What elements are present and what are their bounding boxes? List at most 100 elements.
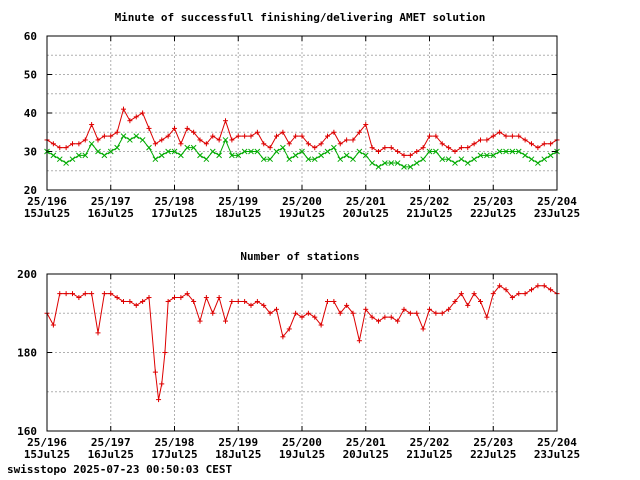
marker-d2: [133, 133, 140, 139]
data-point: [503, 148, 509, 155]
data-point: [395, 149, 401, 154]
data-point: [471, 291, 477, 297]
data-point: [107, 148, 114, 155]
data-point: [235, 152, 242, 159]
data-point: [535, 160, 541, 166]
marker-d2: [362, 152, 369, 159]
data-point: [478, 298, 483, 304]
chart-1-grid: [47, 36, 557, 190]
x-tick-label-date: 16Jul25: [88, 207, 134, 220]
marker-d2: [394, 160, 401, 166]
chart-minute-finishing: Minute of successfull finishing/deliveri…: [24, 11, 580, 220]
data-point: [241, 148, 248, 155]
marker-d2: [490, 152, 497, 159]
data-point: [331, 144, 337, 151]
data-point: [369, 314, 375, 320]
data-point: [156, 397, 162, 403]
data-point: [127, 298, 133, 304]
data-point: [522, 137, 528, 143]
data-point: [458, 156, 465, 163]
marker-d2: [413, 160, 420, 166]
chart-number-of-stations: Number of stations 160 180 200 25/19615Jul…: [17, 250, 580, 461]
data-point: [235, 133, 241, 139]
marker-d2: [522, 152, 528, 159]
data-point: [528, 156, 535, 163]
marker-d2: [299, 148, 305, 155]
chart-2-title: Number of stations: [240, 250, 359, 263]
data-point: [114, 295, 120, 301]
data-point: [344, 302, 350, 308]
data-point: [267, 145, 273, 151]
data-point: [89, 122, 95, 128]
data-point: [191, 129, 197, 135]
marker-d2: [184, 144, 191, 151]
marker-d2: [216, 152, 222, 159]
marker-d2: [420, 156, 426, 163]
data-point: [139, 137, 146, 143]
data-point: [401, 152, 407, 158]
data-point: [458, 291, 464, 297]
marker-d2: [318, 152, 324, 159]
x-tick-label-day: 25/196: [27, 436, 67, 449]
data-point: [146, 295, 152, 301]
data-point: [76, 152, 82, 159]
data-point: [254, 129, 260, 135]
data-point: [477, 152, 484, 159]
data-point: [280, 144, 286, 151]
marker-d2: [471, 156, 477, 163]
data-point: [254, 298, 260, 304]
x-tick-label-day: 25/202: [410, 195, 450, 208]
marker-d2: [337, 156, 344, 163]
chart-1-title: Minute of successfull finishing/deliveri…: [115, 11, 486, 24]
marker-d2: [477, 152, 484, 159]
data-point: [509, 148, 516, 155]
data-point: [159, 137, 165, 143]
data-point: [382, 314, 388, 320]
chart-2-series: [44, 283, 560, 403]
data-point: [197, 318, 203, 324]
data-point: [484, 152, 490, 159]
data-point: [280, 334, 286, 340]
data-point: [184, 125, 190, 131]
marker-d2: [139, 137, 146, 143]
marker-d2: [509, 148, 516, 155]
marker-d2: [267, 156, 273, 163]
data-point: [190, 144, 197, 151]
data-point: [152, 156, 159, 163]
data-point: [350, 310, 356, 316]
data-point: [95, 330, 101, 336]
data-point: [490, 133, 496, 139]
data-point: [331, 129, 337, 135]
data-point: [439, 310, 445, 316]
x-tick-label-day: 25/196: [27, 195, 67, 208]
data-point: [261, 302, 267, 308]
marker-d2: [292, 152, 299, 159]
y-tick-label: 40: [24, 107, 37, 120]
data-point: [50, 141, 56, 147]
marker-d2: [382, 160, 388, 166]
data-point: [529, 141, 534, 147]
data-point: [63, 291, 69, 297]
marker-d2: [254, 148, 261, 155]
data-point: [222, 137, 229, 143]
y-tick-label: 200: [17, 268, 37, 281]
data-point: [299, 314, 305, 320]
x-tick-label-date: 15Jul25: [24, 448, 70, 461]
data-point: [57, 291, 63, 297]
data-point: [318, 322, 324, 328]
marker-d2: [114, 144, 120, 151]
data-point: [101, 291, 107, 297]
marker-d2: [158, 152, 165, 159]
marker-d2: [369, 160, 375, 166]
data-point: [413, 160, 420, 166]
data-point: [427, 133, 432, 139]
data-point: [388, 145, 394, 151]
marker-d2: [407, 164, 414, 170]
data-point: [394, 160, 401, 166]
data-point: [407, 152, 413, 158]
marker-d2: [203, 156, 210, 163]
marker-d2: [535, 160, 541, 166]
data-point: [229, 152, 235, 159]
data-point: [203, 156, 210, 163]
data-point: [446, 145, 452, 151]
